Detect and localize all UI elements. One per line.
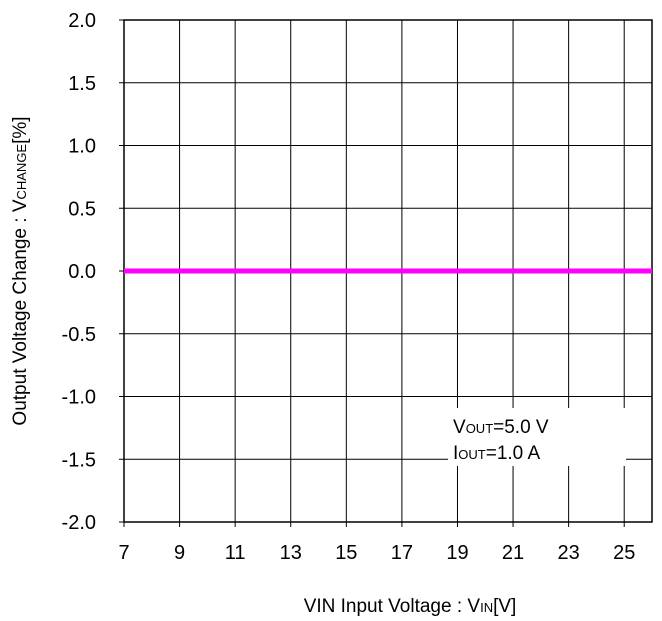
annotation-iout-sub: OUT: [458, 447, 486, 462]
y-tick-label: 0.5: [68, 198, 96, 220]
y-axis-title-main: Output Voltage Change : V: [10, 199, 31, 425]
annotation-vout-sub: OUT: [466, 421, 494, 436]
x-tick-label: 15: [335, 542, 357, 564]
x-axis-title: VIN Input Voltage : VIN[V]: [304, 596, 517, 617]
x-axis-title-main: VIN Input Voltage : V: [304, 596, 481, 617]
annotation-iout-rest: =1.0 A: [486, 443, 541, 464]
annotation-vout: VOUT=5.0 V: [453, 417, 549, 438]
y-axis-title: Output Voltage Change : VCHANGE[%]: [10, 116, 31, 425]
y-tick-label: 1.0: [68, 136, 96, 158]
y-tick-label: 0.0: [68, 261, 96, 283]
x-tick-labels: 7 9 11 13 15 17 19 21 23 25: [118, 542, 635, 564]
y-tick-label: -2.0: [62, 512, 96, 534]
y-axis-title-suffix: [%]: [10, 116, 31, 143]
annotation-box: [448, 408, 626, 466]
x-tick-label: 17: [391, 542, 413, 564]
x-tick-label: 13: [280, 542, 302, 564]
x-axis-title-sub: IN: [480, 600, 493, 615]
legend-box: VOUT=5.0 V IOUT=1.0 A: [448, 408, 626, 466]
y-tick-labels: 2.0 1.5 1.0 0.5 0.0 -0.5 -1.0 -1.5 -2.0: [62, 10, 96, 534]
y-tick-label: -1.5: [62, 449, 96, 471]
x-tick-label: 21: [502, 542, 524, 564]
y-tick-label: 2.0: [68, 10, 96, 32]
annotation-iout: IOUT=1.0 A: [453, 443, 540, 464]
annotation-vout-main: V: [453, 417, 466, 438]
x-tick-label: 25: [613, 542, 635, 564]
y-tick-label: -0.5: [62, 324, 96, 346]
x-tick-label: 11: [225, 542, 246, 564]
annotation-vout-rest: =5.0 V: [493, 417, 549, 438]
annotation-iout-main: I: [453, 443, 458, 464]
y-tick-label: 1.5: [68, 73, 96, 95]
x-tick-label: 9: [174, 542, 185, 564]
x-tick-label: 7: [118, 542, 129, 564]
x-tick-label: 19: [446, 542, 468, 564]
x-axis-title-suffix: [V]: [493, 596, 516, 617]
y-axis-title-sub: CHANGE: [14, 144, 29, 200]
x-tick-label: 23: [558, 542, 580, 564]
y-tick-label: -1.0: [62, 387, 96, 409]
